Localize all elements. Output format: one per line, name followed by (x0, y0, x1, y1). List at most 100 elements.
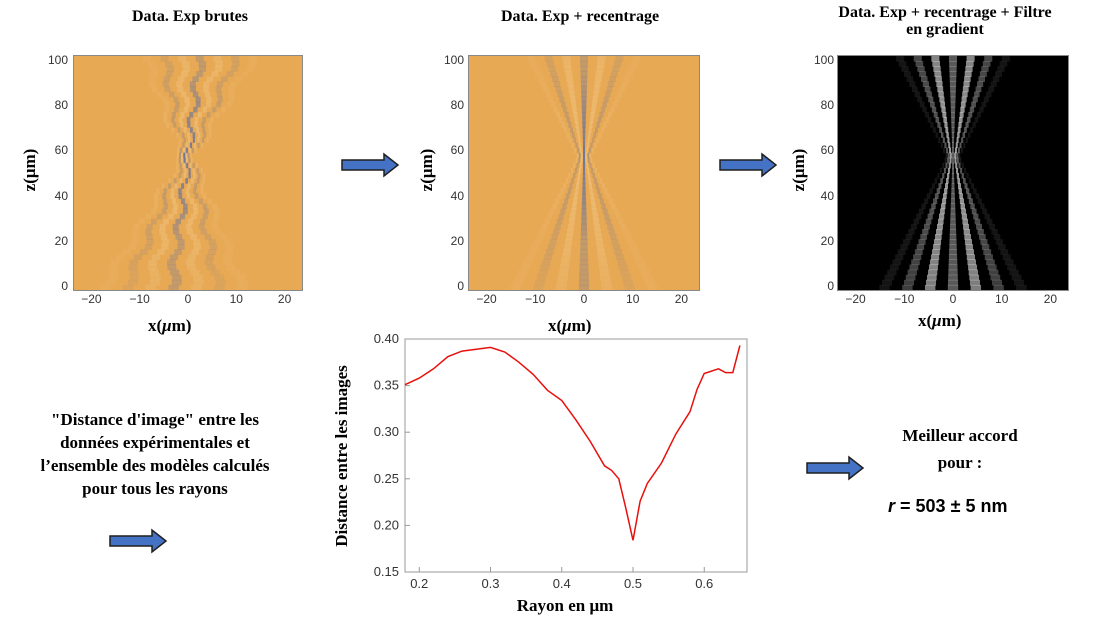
fringe-band (940, 178, 943, 184)
fringe-band (587, 152, 590, 159)
fringe-band (162, 239, 170, 245)
fringe-band (561, 122, 565, 128)
fringe-band (179, 137, 182, 143)
fringe-band (168, 183, 172, 189)
fringe-band (151, 208, 156, 215)
fringe-band (930, 101, 935, 108)
fringe-band (560, 259, 570, 266)
x-tick-label: 20 (1043, 292, 1058, 306)
fringe-band (565, 178, 569, 184)
fringe-band (235, 76, 242, 82)
fringe-band (959, 142, 962, 149)
fringe-band (236, 284, 248, 290)
fringe-band (939, 127, 942, 133)
fringe-band (591, 147, 594, 154)
fringe-band (574, 117, 578, 123)
y-tick-label: 0 (827, 279, 834, 293)
fringe-band (948, 259, 958, 266)
description-line: pour tous les rayons (82, 479, 228, 498)
fringe-band (569, 183, 573, 189)
fringe-band (924, 284, 936, 290)
y-tick-label: 100 (47, 53, 68, 67)
fringe-band (178, 193, 183, 199)
fringe-band (589, 183, 592, 189)
fringe-band (957, 178, 960, 184)
fringe-band (544, 56, 553, 62)
fringe-band (969, 279, 981, 286)
fringe-band (568, 218, 575, 225)
fringe-band (964, 76, 971, 82)
fringe-band (131, 234, 139, 240)
fringe-band (214, 66, 223, 72)
fringe-band (930, 254, 940, 260)
fringe-band (190, 142, 193, 149)
fringe-band (573, 111, 578, 118)
fringe-band (208, 239, 216, 245)
fringe-band (564, 66, 572, 72)
panel2-xticks: −20 −10 0 10 20 (468, 292, 700, 308)
y-tick-label: 0 (457, 279, 464, 293)
fringe-band (131, 228, 138, 235)
fringe-band (185, 152, 188, 159)
fringe-band (179, 162, 182, 169)
fringe-band (206, 111, 211, 118)
fringe-band (176, 167, 179, 174)
fringe-band (187, 218, 194, 225)
fringe-band (228, 86, 235, 93)
panel2-title: Data. Exp + recentrage (500, 8, 660, 25)
fringe-band (187, 183, 191, 189)
fringe-band (579, 274, 589, 281)
fringe-band (186, 142, 189, 149)
fringe-band (157, 91, 163, 98)
fringe-band (210, 269, 220, 276)
fringe-band (186, 264, 196, 271)
fringe-band (192, 132, 196, 138)
fringe-band (202, 193, 207, 199)
fringe-band (176, 132, 179, 138)
fringe-band (956, 137, 959, 143)
fringe-band (898, 61, 907, 67)
panel3-xlabel: x(μm) (918, 311, 962, 330)
fringe-band (629, 244, 637, 250)
fringe-band (950, 213, 956, 220)
fringe-band (958, 152, 961, 159)
fringe-band (980, 239, 988, 245)
y-tick-label: 40 (820, 188, 834, 203)
fringe-band (947, 279, 959, 286)
fringe-band (932, 127, 936, 133)
fringe-band (577, 132, 580, 138)
fringe-band (558, 213, 564, 220)
fringe-band (913, 56, 922, 62)
fringe-band (954, 147, 957, 154)
fringe-band (986, 91, 992, 98)
fringe-band (934, 193, 939, 199)
fringe-band (972, 122, 976, 128)
fringe-band (952, 157, 954, 164)
fringe-band (902, 284, 913, 290)
fringe-band (166, 122, 170, 128)
fringe-band (175, 234, 183, 240)
fringe-band (163, 76, 171, 82)
fringe-band (951, 173, 955, 179)
fringe-band (948, 274, 958, 281)
fringe-band (171, 117, 175, 123)
fringe-band (982, 61, 991, 67)
fringe-band (110, 259, 120, 266)
fringe-band (949, 66, 957, 72)
fringe-band (938, 213, 945, 220)
chart-xlabel: Rayon en μm (517, 596, 614, 615)
fringe-band (187, 152, 190, 159)
fringe-band (579, 142, 582, 149)
arrow-right-icon (719, 152, 778, 178)
fringe-band (623, 76, 631, 82)
fringe-band (626, 239, 634, 245)
fringe-band (170, 188, 175, 194)
fringe-band (185, 101, 191, 108)
fringe-band (588, 178, 591, 184)
recentered-data-image (469, 56, 699, 290)
fringe-band (913, 254, 922, 260)
fringe-band (962, 132, 966, 138)
fringe-band (608, 81, 615, 88)
fringe-band (1011, 274, 1022, 281)
fringe-band (223, 254, 232, 260)
